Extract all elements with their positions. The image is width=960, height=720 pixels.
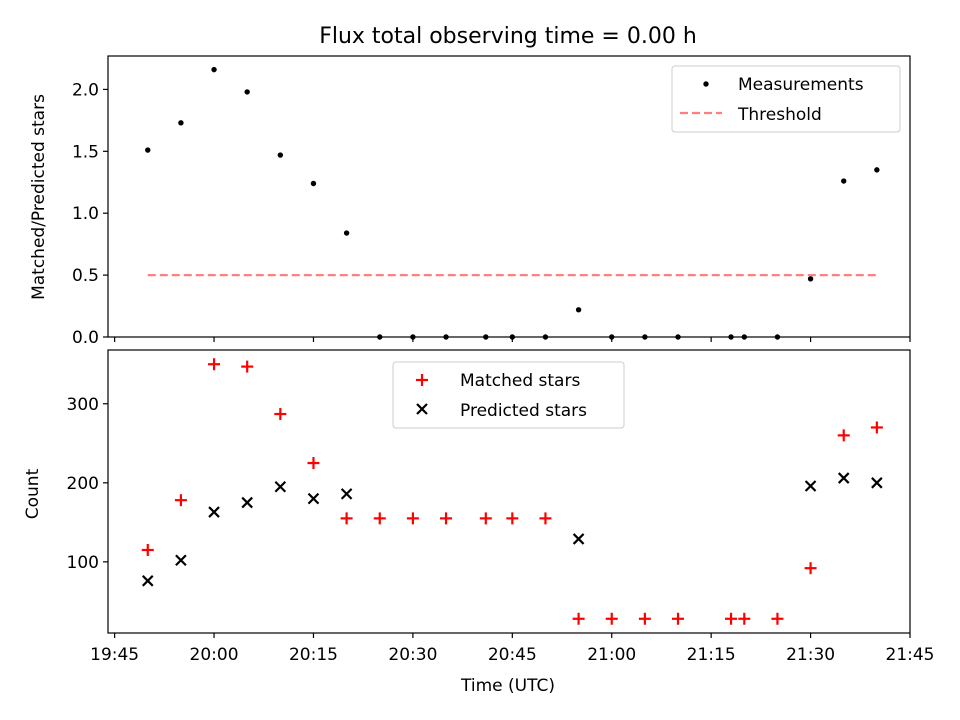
matched-stars-point xyxy=(837,429,850,442)
x-tick-label: 21:00 xyxy=(587,645,636,665)
predicted-stars-point xyxy=(837,472,850,484)
matched-stars-point xyxy=(479,512,492,525)
bottom-axes-frame xyxy=(107,349,911,634)
matched-stars-point xyxy=(725,612,738,625)
x-tick-label: 19:45 xyxy=(90,645,139,665)
predicted-stars-point xyxy=(340,488,353,500)
measurements-point xyxy=(277,152,284,158)
matched-stars-point xyxy=(241,360,254,373)
legend-label-threshold: Threshold xyxy=(737,105,822,125)
x-axis-label: Time (UTC) xyxy=(460,676,555,696)
x-tick-label: 20:00 xyxy=(190,645,239,665)
predicted-stars-point xyxy=(241,496,253,509)
measurements-point xyxy=(343,230,350,236)
legend-label-predicted-stars: Predicted stars xyxy=(460,401,587,421)
x-tick-label: 21:30 xyxy=(786,645,835,665)
matched-stars-point xyxy=(771,612,784,625)
predicted-stars-point xyxy=(175,554,187,567)
bottom-legend: Matched stars Predicted stars xyxy=(392,361,625,429)
measurements-point xyxy=(211,66,217,73)
predicted-stars-point xyxy=(274,480,287,493)
top-axes-frame xyxy=(107,55,911,338)
legend-label-measurements: Measurements xyxy=(738,75,864,95)
chart-title: Flux total observing time = 0.00 h xyxy=(319,24,697,49)
bottom-legend-box xyxy=(392,361,625,429)
matched-stars-point xyxy=(539,512,552,525)
measurements-point xyxy=(841,178,847,184)
y-tick-label: 200 xyxy=(67,474,99,494)
bottom-y-axis: 100 200 300 xyxy=(67,395,108,573)
measurements-point xyxy=(178,120,184,126)
matched-stars-point xyxy=(141,543,154,556)
y-tick-label: 1.0 xyxy=(72,204,99,224)
matched-stars-point xyxy=(804,562,817,575)
matched-stars-point xyxy=(870,421,883,434)
matched-stars-point xyxy=(605,612,618,625)
measurements-point xyxy=(807,276,814,282)
measurements-point xyxy=(310,180,317,187)
matched-stars-point xyxy=(572,612,585,625)
top-y-axis: 0.0 0.5 1.0 1.5 2.0 xyxy=(72,80,108,348)
measurements-point xyxy=(874,167,880,173)
matched-stars-point xyxy=(672,612,685,625)
y-tick-label: 0.5 xyxy=(72,266,99,286)
y-tick-label: 1.5 xyxy=(72,142,99,162)
predicted-stars-point xyxy=(572,533,585,545)
measurements-point xyxy=(575,307,582,313)
bottom-x-axis: 19:45 20:00 20:15 20:30 20:45 21:00 21:15 21:30… xyxy=(90,633,935,665)
y-tick-label: 0.0 xyxy=(72,328,99,348)
measurements-point xyxy=(145,147,151,153)
y-tick-label: 300 xyxy=(67,395,99,415)
top-plot-area xyxy=(145,66,880,340)
top-panel: 0.00.51.01.52.0 Matched/Predicted stars … xyxy=(29,55,911,348)
matched-stars-point xyxy=(506,512,519,525)
x-tick-label: 20:30 xyxy=(388,645,437,665)
predicted-stars-point xyxy=(804,480,817,492)
predicted-stars-point xyxy=(871,477,883,489)
legend-x-marker xyxy=(416,403,428,415)
y-tick-label: 2.0 xyxy=(72,80,99,100)
matched-stars-point xyxy=(274,408,287,421)
matched-stars-point xyxy=(738,612,751,625)
matched-stars-point xyxy=(406,512,419,525)
predicted-stars-point xyxy=(141,575,154,587)
matched-stars-point xyxy=(174,494,187,507)
matched-stars-point xyxy=(340,512,353,525)
measurements-point xyxy=(244,89,250,95)
bottom-y-axis-label: Count xyxy=(23,468,43,519)
y-tick-label: 100 xyxy=(67,553,99,573)
x-tick-label: 21:45 xyxy=(886,645,935,665)
top-x-axis xyxy=(114,337,911,342)
matched-stars-point xyxy=(373,512,386,525)
legend-label-matched-stars: Matched stars xyxy=(460,371,580,391)
top-y-axis-label: Matched/Predicted stars xyxy=(29,94,49,300)
predicted-stars-point xyxy=(208,506,220,518)
x-tick-label: 20:15 xyxy=(289,645,338,665)
x-tick-label: 20:45 xyxy=(488,645,537,665)
bottom-panel: 100 200 300 19:45 20:00 20:15 20:30 20:45 21:00… xyxy=(23,349,935,696)
matched-stars-point xyxy=(208,358,221,371)
matched-stars-point xyxy=(638,612,651,625)
legend-plus-marker xyxy=(416,374,428,386)
legend-dot-marker xyxy=(703,81,709,87)
predicted-stars-point xyxy=(307,492,320,505)
matched-stars-point xyxy=(307,457,320,470)
bottom-plot-area xyxy=(141,358,883,625)
top-legend: Measurements Threshold xyxy=(671,65,901,133)
top-legend-box xyxy=(671,65,901,133)
x-tick-label: 21:15 xyxy=(687,645,736,665)
matched-stars-point xyxy=(440,512,453,525)
